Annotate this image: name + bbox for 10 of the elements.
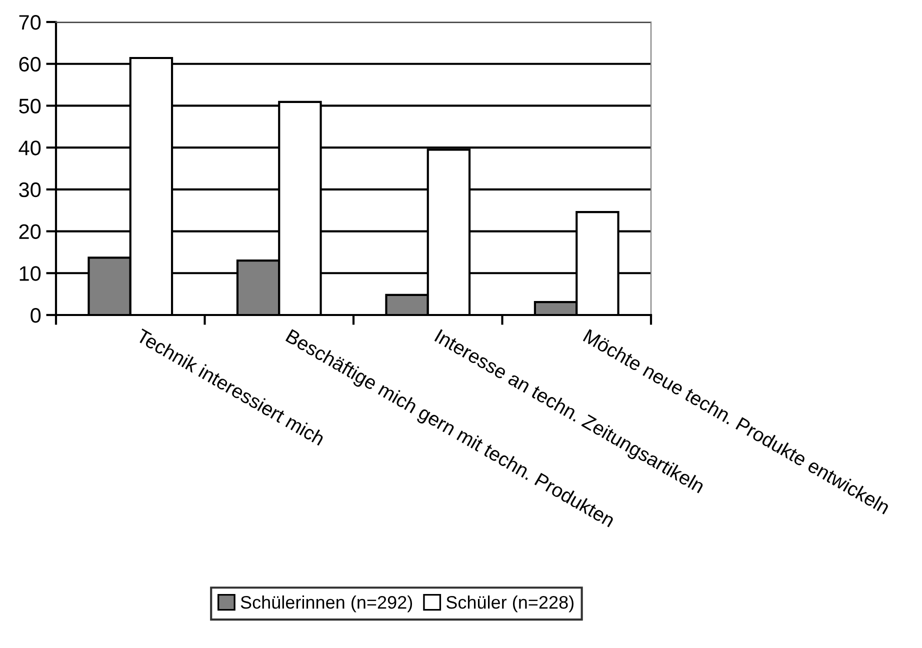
y-tick-label: 30 (19, 182, 41, 198)
y-tick-label: 50 (19, 98, 41, 114)
y-tick-label: 60 (19, 56, 41, 72)
legend-label: Schülerinnen (n=292) (240, 595, 412, 612)
y-tick-label: 20 (19, 224, 41, 240)
y-tick-label: 70 (19, 15, 41, 30)
legend-label: Schüler (n=228) (446, 595, 574, 612)
y-tick-label: 10 (20, 266, 41, 281)
y-tick-label: 40 (18, 140, 41, 156)
y-tick-label: 0 (30, 308, 41, 323)
